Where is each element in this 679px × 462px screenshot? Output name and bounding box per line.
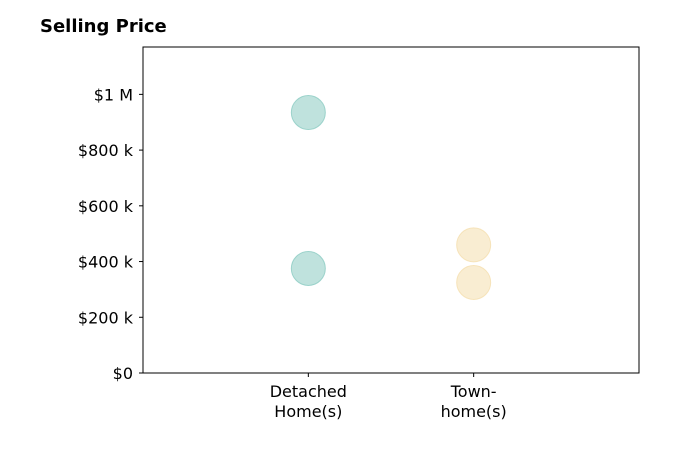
data-point: [456, 227, 492, 263]
data-points: [290, 94, 492, 300]
x-tick-label: Detached Home(s): [270, 382, 347, 421]
y-tick-label: $1 M: [94, 85, 133, 104]
data-point: [290, 251, 326, 287]
data-point: [456, 264, 492, 300]
plot-area-frame: [142, 46, 640, 374]
y-axis: $0 $200 k $400 k $600 k $800 k $1 M: [78, 85, 143, 383]
x-tick-label: Town-home(s): [441, 382, 507, 421]
data-point: [290, 94, 326, 130]
y-tick-label: $600 k: [78, 197, 134, 216]
chart-title: Selling Price: [40, 16, 167, 37]
y-tick-label: $200 k: [78, 308, 134, 327]
y-tick-label: $400 k: [78, 253, 134, 272]
y-tick-label: $800 k: [78, 141, 134, 160]
y-tick-label: $0: [113, 364, 133, 383]
x-axis: Detached Home(s) Town-home(s): [270, 373, 507, 421]
